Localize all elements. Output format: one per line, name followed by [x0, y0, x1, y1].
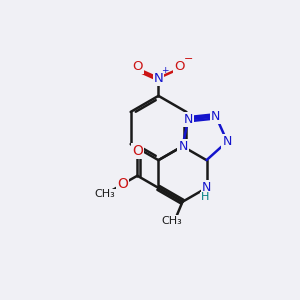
- Text: −: −: [184, 54, 194, 64]
- Text: O: O: [132, 144, 143, 158]
- Text: O: O: [117, 177, 128, 191]
- Text: N: N: [211, 110, 220, 123]
- Text: H: H: [201, 192, 209, 203]
- Text: N: N: [154, 72, 163, 85]
- Text: O: O: [174, 60, 185, 73]
- Text: CH₃: CH₃: [161, 216, 182, 226]
- Text: N: N: [178, 140, 188, 153]
- Text: O: O: [132, 60, 143, 73]
- Text: N: N: [202, 182, 211, 194]
- Text: +: +: [161, 66, 168, 75]
- Text: CH₃: CH₃: [95, 189, 116, 199]
- Text: N: N: [184, 112, 193, 126]
- Text: N: N: [223, 135, 232, 148]
